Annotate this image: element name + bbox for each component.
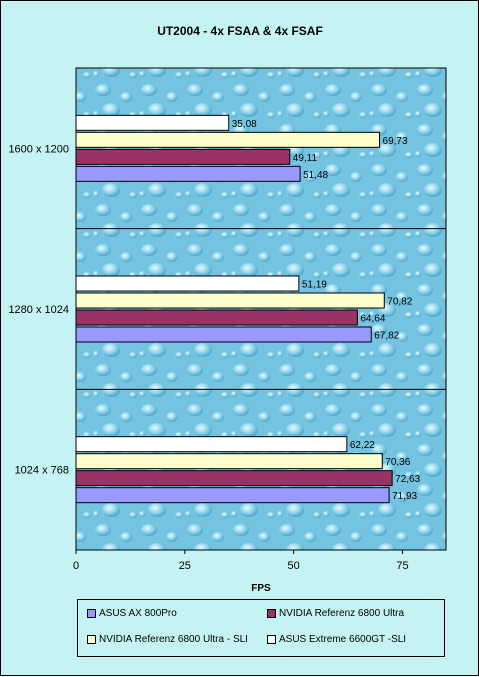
bar-asus-extreme-6600gt-sli-1280-x-1024 <box>75 275 300 292</box>
data-label: 72,63 <box>395 474 420 485</box>
legend-label: NVIDIA Referenz 6800 Ultra - SLI <box>99 634 248 645</box>
legend-item-nvidia-referenz-6800-ultra: NVIDIA Referenz 6800 Ultra <box>267 608 404 619</box>
bar-nvidia-referenz-6800-ultra-sli-1280-x-1024 <box>75 292 385 309</box>
data-label: 35,08 <box>232 119 257 130</box>
category-label: 1600 x 1200 <box>8 143 69 155</box>
legend-label: NVIDIA Referenz 6800 Ultra <box>279 608 405 619</box>
data-label: 67,82 <box>374 331 399 342</box>
plot-area <box>75 67 447 551</box>
category-label: 1024 x 768 <box>15 465 69 477</box>
x-tick-label: 50 <box>288 560 300 572</box>
bar-asus-ax-800pro-1600-x-1200 <box>75 165 301 182</box>
legend-item-asus-ax-800pro: ASUS AX 800Pro <box>87 608 177 619</box>
bar-asus-ax-800pro-1280-x-1024 <box>75 326 372 343</box>
legend-item-nvidia-referenz-6800-ultra-sli: NVIDIA Referenz 6800 Ultra - SLI <box>87 634 248 645</box>
bar-asus-extreme-6600gt-sli-1024-x-768 <box>75 436 348 453</box>
data-label: 51,19 <box>302 280 327 291</box>
data-label: 69,73 <box>383 136 408 147</box>
chart-title: UT2004 - 4x FSAA & 4x FSAF <box>157 24 323 38</box>
bar-nvidia-referenz-6800-ultra-1600-x-1200 <box>75 148 291 165</box>
x-tick-label: 75 <box>396 560 408 572</box>
legend-swatch <box>87 609 96 618</box>
data-label: 62,22 <box>350 440 375 451</box>
data-label: 70,36 <box>385 457 410 468</box>
x-axis: 0 25 50 75 <box>73 550 409 572</box>
bar-nvidia-referenz-6800-ultra-sli-1024-x-768 <box>75 453 383 470</box>
bars-group <box>75 114 393 504</box>
legend-swatch <box>87 635 96 644</box>
bar-nvidia-referenz-6800-ultra-1280-x-1024 <box>75 309 358 326</box>
legend-swatch <box>267 635 276 644</box>
data-label: 49,11 <box>293 153 318 164</box>
x-tick-label: 0 <box>73 560 79 572</box>
bar-asus-ax-800pro-1024-x-768 <box>75 487 390 504</box>
data-label: 71,93 <box>392 491 417 502</box>
category-label: 1280 x 1024 <box>8 304 69 316</box>
x-axis-title: FPS <box>251 583 271 594</box>
bar-nvidia-referenz-6800-ultra-sli-1600-x-1200 <box>75 131 381 148</box>
data-label: 64,64 <box>360 314 385 325</box>
legend-swatch <box>267 609 276 618</box>
category-labels-group: 1600 x 1200 1280 x 1024 1024 x 768 <box>8 143 69 476</box>
legend: ASUS AX 800Pro NVIDIA Referenz 6800 Ultra… <box>77 599 445 657</box>
category-separators <box>76 228 446 390</box>
legend-label: ASUS Extreme 6600GT -SLI <box>279 634 407 645</box>
legend-label: ASUS AX 800Pro <box>99 608 177 619</box>
legend-item-asus-extreme-6600gt-sli: ASUS Extreme 6600GT -SLI <box>267 634 406 645</box>
x-tick-label: 25 <box>179 560 191 572</box>
bar-nvidia-referenz-6800-ultra-1024-x-768 <box>75 470 393 487</box>
data-label: 51,48 <box>303 170 328 181</box>
data-label: 70,82 <box>387 297 412 308</box>
bar-asus-extreme-6600gt-sli-1600-x-1200 <box>75 114 230 131</box>
